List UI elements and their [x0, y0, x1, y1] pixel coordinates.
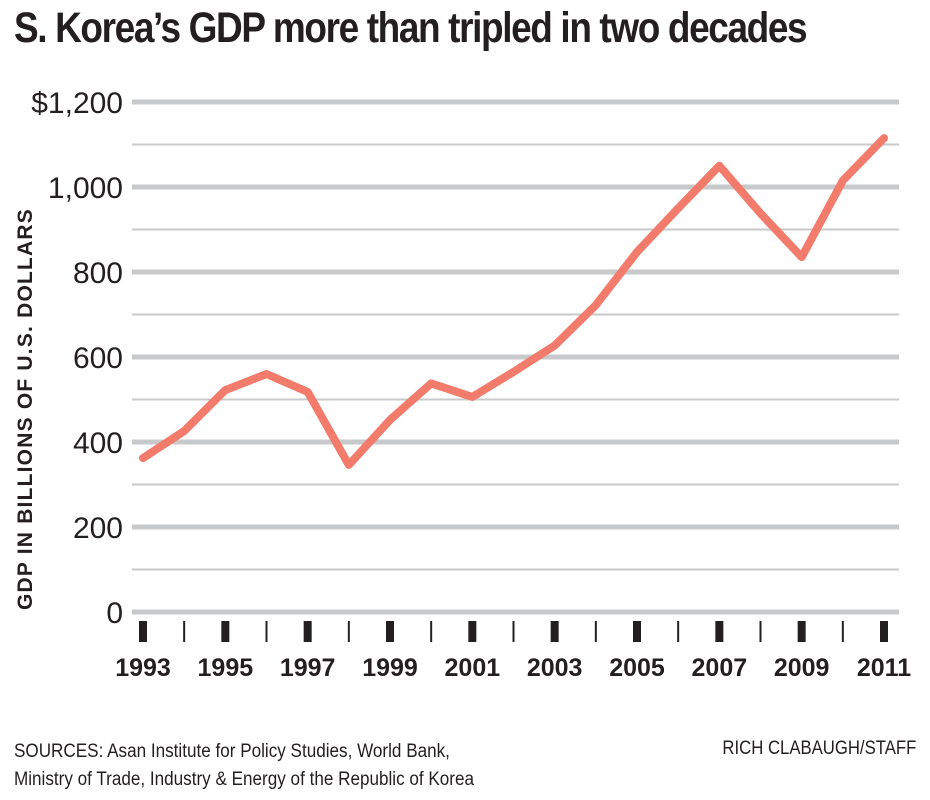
y-tick-label: $1,200 [31, 87, 123, 120]
major-tick [550, 621, 559, 642]
credit: RICH CLABAUGH/STAFF [722, 738, 916, 759]
minor-tick [512, 621, 515, 642]
minor-tick [183, 621, 186, 642]
minor-tick [265, 621, 268, 642]
minor-tick [347, 621, 350, 642]
y-tick-label: 1,000 [48, 172, 123, 205]
minor-tick [594, 621, 597, 642]
major-tick [880, 621, 888, 642]
major-tick [386, 621, 394, 642]
x-tick-marks [139, 621, 888, 642]
x-tick-label: 1995 [198, 654, 254, 682]
y-tick-label: 600 [73, 342, 123, 375]
x-tick-label: 2003 [527, 654, 583, 682]
major-tick [633, 621, 641, 642]
gridlines [132, 99, 899, 615]
x-tick-label: 1997 [280, 654, 336, 682]
x-tick-label: 1993 [115, 654, 171, 682]
minor-tick [841, 621, 844, 642]
x-tick-label: 2007 [692, 654, 748, 682]
y-tick-label: 200 [73, 512, 123, 545]
x-tick-label: 2009 [774, 654, 830, 682]
minor-tick [677, 621, 680, 642]
y-tick-label: 0 [106, 597, 123, 630]
minor-tick [759, 621, 762, 642]
major-tick [139, 621, 147, 642]
major-tick [797, 621, 806, 642]
y-tick-labels: 0 200 400 600 800 1,000 $1,200 [31, 87, 123, 630]
sources-note: SOURCES: Asan Institute for Policy Studi… [14, 738, 474, 794]
x-tick-label: 2005 [609, 654, 665, 682]
major-tick [303, 621, 312, 642]
minor-tick [430, 621, 433, 642]
major-tick [715, 621, 724, 642]
x-tick-label: 2011 [857, 654, 911, 682]
x-tick-label: 2001 [445, 654, 501, 682]
major-tick [468, 621, 477, 642]
y-tick-label: 400 [73, 427, 123, 460]
y-tick-label: 800 [73, 257, 123, 290]
chart-title: S. Korea’s GDP more than tripled in two … [14, 4, 808, 52]
sources-line-2: Ministry of Trade, Industry & Energy of … [14, 769, 475, 790]
sources-line-1: SOURCES: Asan Institute for Policy Studi… [14, 741, 450, 762]
x-tick-label: 1999 [362, 654, 418, 682]
gdp-line [139, 134, 888, 469]
series-lines [139, 134, 888, 469]
x-tick-labels: 1993 1995 1997 1999 2001 2003 2005 2007 2009 2011 [115, 654, 911, 682]
major-tick [221, 621, 230, 642]
